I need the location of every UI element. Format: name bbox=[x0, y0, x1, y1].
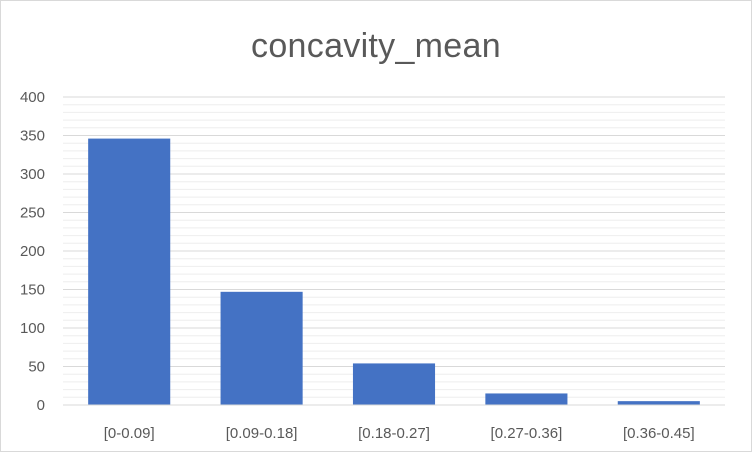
y-tick-label: 350 bbox=[20, 128, 45, 145]
y-tick-label: 250 bbox=[20, 205, 45, 222]
y-tick-label: 50 bbox=[28, 359, 45, 376]
y-tick-labels: 0 50 100 150 200 250 300 350 400 bbox=[20, 89, 45, 414]
y-tick-label: 100 bbox=[20, 320, 45, 337]
x-tick-label: [0.09-0.18] bbox=[226, 425, 298, 442]
bar bbox=[88, 138, 171, 405]
x-tick-label: [0.36-0.45] bbox=[623, 425, 695, 442]
y-tick-label: 200 bbox=[20, 243, 45, 260]
bar bbox=[617, 401, 700, 405]
x-tick-labels: [0-0.09] [0.09-0.18] [0.18-0.27] [0.27-0.36… bbox=[104, 425, 695, 442]
bars bbox=[88, 138, 700, 405]
y-tick-label: 400 bbox=[20, 89, 45, 106]
gridlines bbox=[63, 96, 725, 398]
x-tick-label: [0.18-0.27] bbox=[358, 425, 430, 442]
chart-title: concavity_mean bbox=[251, 27, 501, 65]
x-tick-label: [0.27-0.36] bbox=[491, 425, 563, 442]
y-tick-label: 0 bbox=[37, 397, 45, 414]
bar bbox=[485, 393, 568, 405]
bar bbox=[352, 363, 436, 405]
x-tick-label: [0-0.09] bbox=[104, 425, 155, 442]
y-tick-label: 150 bbox=[20, 282, 45, 299]
y-tick-label: 300 bbox=[20, 166, 45, 183]
bar bbox=[220, 291, 303, 405]
